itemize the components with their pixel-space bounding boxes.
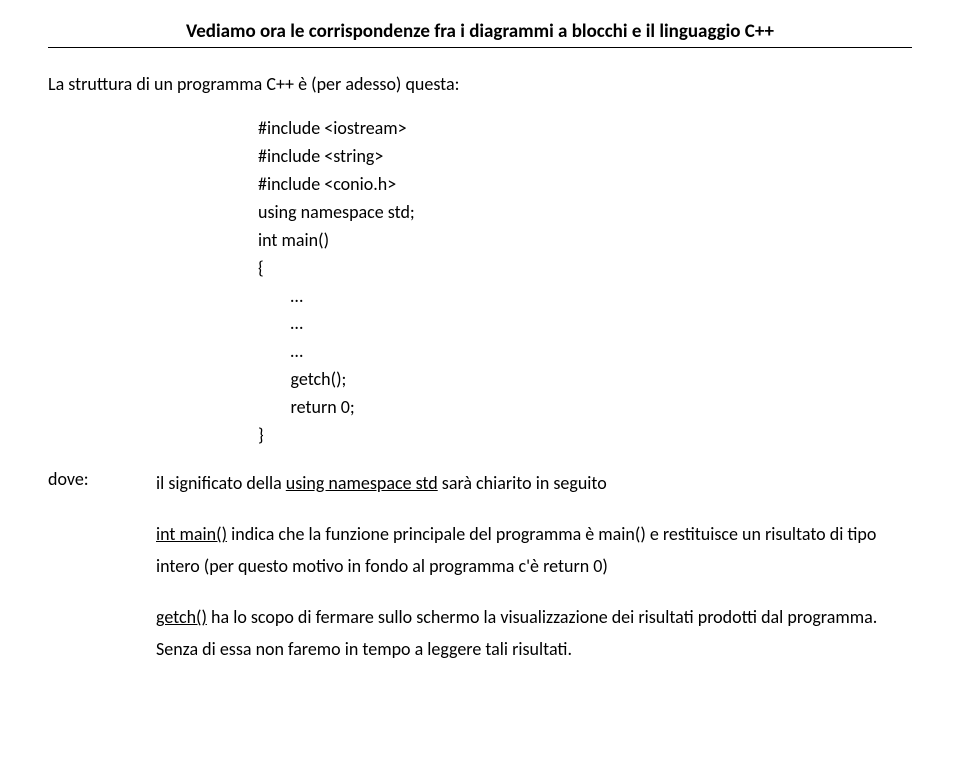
code-line: return 0; bbox=[258, 394, 912, 422]
dove-label: dove: bbox=[48, 468, 156, 490]
page-title: Vediamo ora le corrispondenze fra i diag… bbox=[48, 20, 912, 48]
code-block: #include <iostream> #include <string> #i… bbox=[258, 115, 912, 450]
intro-paragraph: La struttura di un programma C++ è (per … bbox=[48, 72, 912, 97]
note-1-post: sarà chiarito in seguito bbox=[438, 472, 607, 494]
code-line: #include <conio.h> bbox=[258, 171, 912, 199]
code-line: using namespace std; bbox=[258, 199, 912, 227]
code-line: … bbox=[258, 310, 912, 338]
notes-column: il significato della using namespace std… bbox=[156, 468, 912, 686]
note-3-post: ha lo scopo di fermare sullo schermo la … bbox=[156, 606, 877, 660]
code-line: } bbox=[258, 422, 912, 450]
code-line: { bbox=[258, 255, 912, 283]
code-line: #include <iostream> bbox=[258, 115, 912, 143]
note-2-underline: int main() bbox=[156, 523, 227, 545]
code-line: int main() bbox=[258, 227, 912, 255]
note-3: getch() ha lo scopo di fermare sullo sch… bbox=[156, 602, 912, 665]
note-2-post: indica che la funzione principale del pr… bbox=[156, 523, 876, 577]
note-3-underline: getch() bbox=[156, 606, 207, 628]
note-2: int main() indica che la funzione princi… bbox=[156, 519, 912, 582]
code-line: #include <string> bbox=[258, 143, 912, 171]
code-line: … bbox=[258, 338, 912, 366]
note-1: il significato della using namespace std… bbox=[156, 468, 912, 500]
code-line: … bbox=[258, 283, 912, 311]
note-1-pre: il significato della bbox=[156, 472, 286, 494]
note-1-underline: using namespace std bbox=[286, 472, 438, 494]
code-line: getch(); bbox=[258, 366, 912, 394]
